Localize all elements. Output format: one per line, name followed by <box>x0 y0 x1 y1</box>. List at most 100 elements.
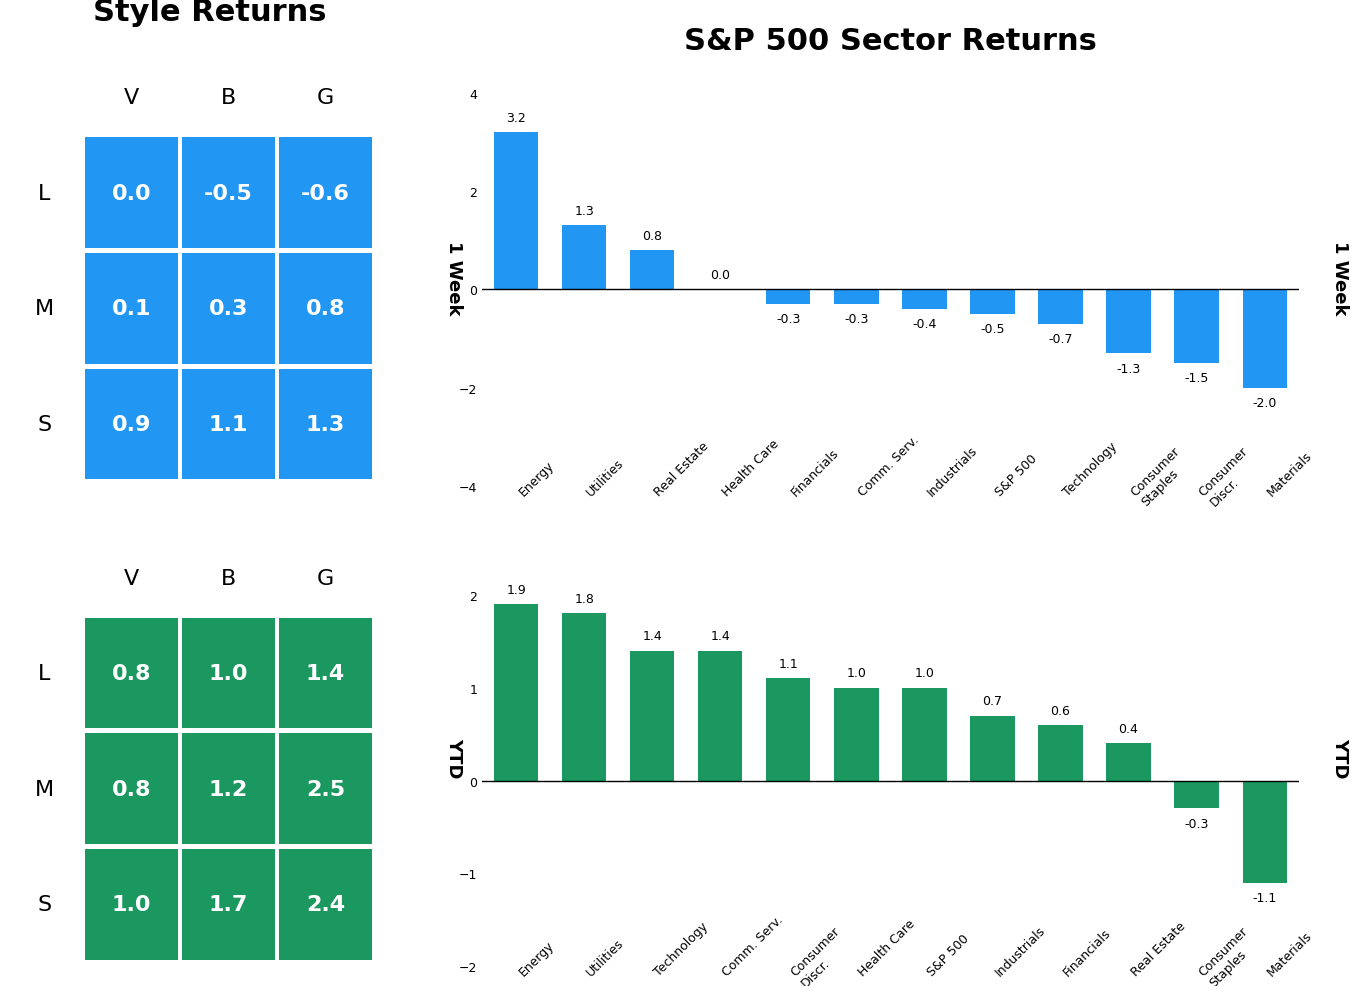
FancyBboxPatch shape <box>85 618 178 729</box>
Text: -0.3: -0.3 <box>1184 817 1208 830</box>
Text: 1.1: 1.1 <box>778 658 798 670</box>
Text: 1.4: 1.4 <box>306 664 344 683</box>
Text: 2.4: 2.4 <box>306 894 344 914</box>
Bar <box>971 290 1014 315</box>
Bar <box>1243 781 1286 882</box>
Bar <box>1106 290 1151 354</box>
Text: -2.0: -2.0 <box>1252 396 1277 409</box>
Text: 1.4: 1.4 <box>642 630 662 643</box>
FancyBboxPatch shape <box>279 618 372 729</box>
FancyBboxPatch shape <box>182 369 275 479</box>
Text: 1.8: 1.8 <box>574 593 595 605</box>
Text: 1.0: 1.0 <box>846 667 867 679</box>
Text: 1.3: 1.3 <box>574 205 595 218</box>
Text: 0.8: 0.8 <box>306 299 344 319</box>
Text: -0.3: -0.3 <box>776 313 801 326</box>
Bar <box>1039 725 1083 781</box>
Text: YTD: YTD <box>446 738 463 778</box>
Text: 1.0: 1.0 <box>112 894 152 914</box>
FancyBboxPatch shape <box>182 138 275 248</box>
Text: S: S <box>37 414 51 435</box>
Text: 0.8: 0.8 <box>112 779 152 799</box>
Bar <box>1243 290 1286 388</box>
Text: 0.0: 0.0 <box>711 268 730 282</box>
Bar <box>630 651 674 781</box>
Text: M: M <box>34 299 53 319</box>
FancyBboxPatch shape <box>182 253 275 364</box>
Text: L: L <box>38 664 51 683</box>
Bar <box>834 688 879 781</box>
Text: -1.5: -1.5 <box>1184 372 1208 385</box>
Text: -1.1: -1.1 <box>1252 891 1277 904</box>
Text: -0.5: -0.5 <box>980 322 1005 336</box>
Bar <box>1106 743 1151 781</box>
FancyBboxPatch shape <box>85 734 178 844</box>
Text: -0.7: -0.7 <box>1048 332 1073 346</box>
Text: 0.6: 0.6 <box>1051 704 1070 717</box>
Text: 1 Week: 1 Week <box>446 241 463 315</box>
Text: 1.2: 1.2 <box>209 779 249 799</box>
Text: L: L <box>38 183 51 203</box>
Text: -0.3: -0.3 <box>845 313 868 326</box>
Bar <box>902 290 946 310</box>
Bar <box>562 614 607 781</box>
Text: -0.6: -0.6 <box>301 183 350 203</box>
FancyBboxPatch shape <box>279 734 372 844</box>
Text: 1.4: 1.4 <box>711 630 730 643</box>
Text: YTD: YTD <box>1331 738 1349 778</box>
Text: 0.3: 0.3 <box>209 299 249 319</box>
Bar <box>699 651 742 781</box>
Text: 0.9: 0.9 <box>112 414 152 435</box>
Bar <box>971 716 1014 781</box>
Text: 3.2: 3.2 <box>506 111 526 124</box>
FancyBboxPatch shape <box>279 138 372 248</box>
Text: 0.7: 0.7 <box>983 694 1002 708</box>
Text: 0.8: 0.8 <box>112 664 152 683</box>
Text: 0.8: 0.8 <box>642 230 662 243</box>
Bar <box>767 290 811 305</box>
Text: S: S <box>37 894 51 914</box>
FancyBboxPatch shape <box>182 618 275 729</box>
Text: 1.0: 1.0 <box>209 664 249 683</box>
Text: 2.5: 2.5 <box>306 779 344 799</box>
Bar <box>1174 290 1219 364</box>
Text: 1.0: 1.0 <box>915 667 935 679</box>
FancyBboxPatch shape <box>85 369 178 479</box>
FancyBboxPatch shape <box>279 369 372 479</box>
Text: 1.3: 1.3 <box>306 414 344 435</box>
Bar <box>562 226 607 290</box>
Text: Style Returns: Style Returns <box>93 0 327 28</box>
Bar <box>834 290 879 305</box>
Text: -0.5: -0.5 <box>204 183 253 203</box>
Text: 0.0: 0.0 <box>112 183 152 203</box>
Bar <box>493 133 539 290</box>
Text: 0.1: 0.1 <box>112 299 152 319</box>
Bar <box>1039 290 1083 324</box>
Bar <box>767 678 811 781</box>
Text: G: G <box>317 88 334 108</box>
FancyBboxPatch shape <box>182 849 275 959</box>
FancyBboxPatch shape <box>85 849 178 959</box>
Text: 1.9: 1.9 <box>506 584 526 597</box>
Text: G: G <box>317 568 334 589</box>
Text: M: M <box>34 779 53 799</box>
Text: V: V <box>124 568 139 589</box>
Text: 0.4: 0.4 <box>1118 723 1139 736</box>
Title: S&P 500 Sector Returns: S&P 500 Sector Returns <box>684 27 1096 55</box>
Bar <box>630 250 674 290</box>
Text: 1.1: 1.1 <box>209 414 249 435</box>
FancyBboxPatch shape <box>85 138 178 248</box>
Bar <box>902 688 946 781</box>
Text: V: V <box>124 88 139 108</box>
FancyBboxPatch shape <box>279 253 372 364</box>
FancyBboxPatch shape <box>85 253 178 364</box>
Text: B: B <box>221 88 236 108</box>
Text: -1.3: -1.3 <box>1117 362 1140 375</box>
Bar <box>1174 781 1219 809</box>
FancyBboxPatch shape <box>279 849 372 959</box>
Text: 1.7: 1.7 <box>209 894 249 914</box>
FancyBboxPatch shape <box>182 734 275 844</box>
Text: B: B <box>221 568 236 589</box>
Bar <box>493 604 539 781</box>
Text: -0.4: -0.4 <box>912 317 936 331</box>
